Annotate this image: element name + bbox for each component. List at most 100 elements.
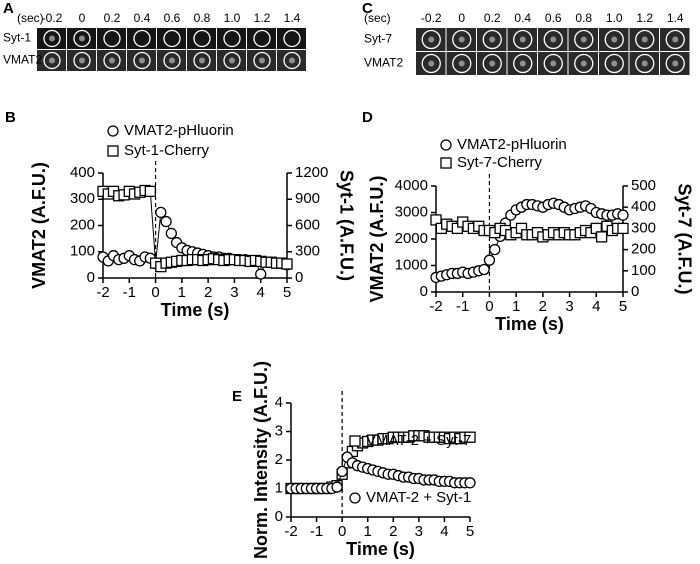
roi-circle [665, 29, 685, 50]
legend-marker [349, 435, 361, 447]
vesicle-spot [289, 57, 295, 64]
roi-circle [543, 29, 563, 50]
y2-tick-label: 300 [631, 219, 656, 236]
row-label: Syt-7 [364, 32, 392, 46]
y-tick-label: 300 [70, 190, 95, 207]
vesicle-spot [49, 35, 55, 42]
time-label: 1.0 [606, 11, 623, 25]
x-tick-label: 2 [204, 284, 212, 301]
x-tick-label: 2 [539, 298, 547, 315]
roi-circle [604, 29, 624, 50]
vesicle-spot [550, 60, 557, 67]
roi-circle [635, 53, 655, 74]
x-tick-label: 0 [338, 523, 346, 540]
circle-marker [464, 477, 476, 489]
roi-circle [543, 53, 563, 74]
roi-circle [574, 29, 594, 50]
y-axis-label: Norm. Intensity (A.F.U.) [251, 361, 271, 559]
vesicle-spot [458, 60, 465, 67]
roi-circle [163, 29, 181, 48]
panel-letter: E [232, 388, 242, 405]
vesicle-spot [458, 36, 465, 43]
y-tick-label: 0 [420, 283, 428, 300]
y2-tick-label: 0 [295, 269, 303, 286]
vesicle-spot [139, 57, 145, 64]
legend-marker [107, 125, 119, 137]
legend-label: VMAT2-pHluorin [457, 136, 567, 153]
vesicle-spot [550, 36, 557, 43]
x-axis-label: Time (s) [495, 314, 564, 334]
x-tick-label: 4 [440, 523, 448, 540]
row-label: Syt-1 [3, 31, 31, 45]
roi-circle [103, 29, 121, 48]
legend-label: VMAT2-pHluorin [124, 122, 234, 139]
roi-circle [43, 51, 61, 70]
x-tick-label: 3 [230, 284, 238, 301]
roi-circle [43, 29, 61, 48]
time-label: 0.8 [575, 11, 592, 25]
y-tick-label: 3000 [395, 203, 428, 220]
x-tick-label: -2 [284, 523, 297, 540]
time-label: 0.4 [134, 11, 151, 25]
roi-circle [103, 51, 121, 70]
x-tick-label: -2 [96, 284, 109, 301]
x-tick-label: 3 [415, 523, 423, 540]
y-tick-label: 1000 [395, 256, 428, 273]
vesicle-spot [49, 57, 55, 64]
x-tick-label: 3 [565, 298, 573, 315]
time-unit-label: (sec) [17, 11, 44, 25]
vesicle-spot [259, 57, 265, 64]
circle-marker [478, 263, 490, 276]
y-tick-label: 200 [70, 216, 95, 233]
x-tick-label: 5 [283, 284, 291, 301]
y-tick-label: 4 [275, 394, 283, 411]
x-tick-label: 0 [151, 284, 159, 301]
x-axis-label: Time (s) [161, 300, 230, 320]
time-label: 0 [79, 11, 86, 25]
x-tick-label: 5 [619, 298, 627, 315]
roi-circle [133, 29, 151, 48]
vesicle-spot [519, 36, 526, 43]
y-tick-label: 0 [87, 269, 95, 286]
vesicle-spot [580, 60, 587, 67]
time-label: 0.8 [194, 11, 211, 25]
legend-marker [440, 139, 452, 151]
roi-circle [133, 51, 151, 70]
y2-tick-label: 200 [631, 241, 656, 258]
vesicle-spot [580, 36, 587, 43]
panel-letter: D [362, 109, 373, 126]
circle-marker [165, 227, 177, 240]
y-tick-label: 2000 [395, 230, 428, 247]
panel-letter: A [3, 0, 14, 17]
x-tick-label: 1 [364, 523, 372, 540]
circle-marker [155, 206, 167, 219]
legend-label: VMAT-2 + Syt-1 [366, 489, 471, 506]
vesicle-spot [109, 57, 115, 64]
time-label: 1.2 [636, 11, 653, 25]
vesicle-spot [79, 35, 85, 42]
roi-circle [73, 29, 91, 48]
roi-circle [223, 29, 241, 48]
roi-circle [421, 29, 441, 50]
vesicle-spot [611, 36, 618, 43]
vesicle-spot [229, 57, 235, 64]
vesicle-spot [489, 60, 496, 67]
y-tick-label: 3 [275, 422, 283, 439]
circle-marker [483, 254, 496, 266]
circle-marker [255, 268, 267, 280]
y-tick-label: 2 [275, 451, 283, 468]
roi-circle [253, 29, 271, 48]
y2-tick-label: 600 [295, 216, 320, 233]
y2-tick-label: 400 [631, 198, 656, 215]
roi-circle [513, 29, 533, 50]
time-label: 1.4 [284, 11, 301, 25]
circle-marker [160, 215, 172, 228]
x-tick-label: 5 [466, 523, 474, 540]
roi-circle [283, 29, 301, 48]
vesicle-spot [169, 57, 175, 64]
row-label: VMAT2 [3, 53, 42, 67]
time-label: 0.6 [164, 11, 181, 25]
y2-tick-label: 300 [295, 243, 320, 260]
square-marker [595, 231, 608, 243]
roi-circle [452, 53, 472, 74]
